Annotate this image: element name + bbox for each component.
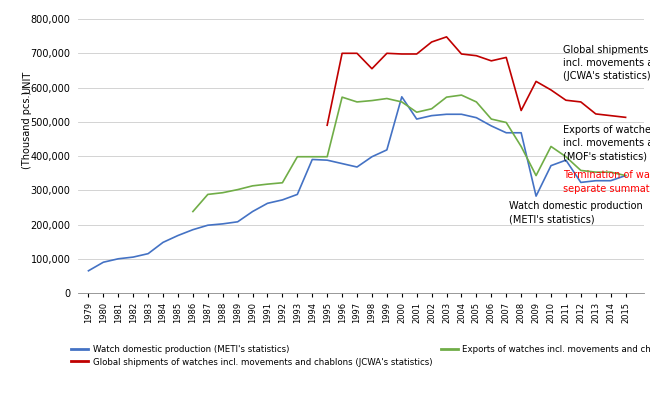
Exports of watches incl. movements and chablons (MOF's statistics) — [502, 120, 510, 125]
Global shipments of watches incl. movements and chablons (JCWA's statistics) — [458, 52, 465, 57]
Global shipments of watches incl. movements and chablons (JCWA's statistics) — [621, 115, 629, 120]
Watch domestic production (METI's statistics) — [488, 123, 495, 128]
Exports of watches incl. movements and chablons (MOF's statistics) — [517, 144, 525, 149]
Watch domestic production (METI's statistics) — [144, 251, 152, 256]
Exports of watches incl. movements and chablons (MOF's statistics) — [219, 190, 227, 195]
Watch domestic production (METI's statistics) — [428, 113, 436, 118]
Watch domestic production (METI's statistics) — [129, 255, 137, 260]
Watch domestic production (METI's statistics) — [219, 221, 227, 226]
Watch domestic production (METI's statistics) — [577, 180, 585, 185]
Global shipments of watches incl. movements and chablons (JCWA's statistics) — [368, 66, 376, 71]
Global shipments of watches incl. movements and chablons (JCWA's statistics) — [338, 51, 346, 56]
Watch domestic production (METI's statistics) — [458, 112, 465, 117]
Watch domestic production (METI's statistics) — [84, 268, 92, 273]
Watch domestic production (METI's statistics) — [323, 158, 331, 163]
Watch domestic production (METI's statistics) — [174, 233, 182, 238]
Watch domestic production (METI's statistics) — [114, 256, 122, 261]
Exports of watches incl. movements and chablons (MOF's statistics) — [532, 173, 540, 178]
Exports of watches incl. movements and chablons (MOF's statistics) — [338, 95, 346, 100]
Text: Termination of watch and clock
separate summation: Termination of watch and clock separate … — [563, 171, 650, 194]
Exports of watches incl. movements and chablons (MOF's statistics) — [621, 173, 629, 178]
Global shipments of watches incl. movements and chablons (JCWA's statistics) — [547, 88, 555, 92]
Exports of watches incl. movements and chablons (MOF's statistics) — [547, 144, 555, 149]
Watch domestic production (METI's statistics) — [502, 130, 510, 135]
Watch domestic production (METI's statistics) — [532, 194, 540, 199]
Watch domestic production (METI's statistics) — [204, 223, 212, 228]
Watch domestic production (METI's statistics) — [606, 178, 614, 183]
Exports of watches incl. movements and chablons (MOF's statistics) — [353, 99, 361, 104]
Exports of watches incl. movements and chablons (MOF's statistics) — [443, 95, 450, 100]
Line: Watch domestic production (METI's statistics): Watch domestic production (METI's statis… — [88, 97, 625, 271]
Exports of watches incl. movements and chablons (MOF's statistics) — [562, 154, 570, 159]
Watch domestic production (METI's statistics) — [368, 154, 376, 159]
Global shipments of watches incl. movements and chablons (JCWA's statistics) — [383, 51, 391, 56]
Exports of watches incl. movements and chablons (MOF's statistics) — [308, 154, 316, 159]
Watch domestic production (METI's statistics) — [592, 178, 600, 183]
Watch domestic production (METI's statistics) — [353, 164, 361, 169]
Exports of watches incl. movements and chablons (MOF's statistics) — [577, 168, 585, 173]
Global shipments of watches incl. movements and chablons (JCWA's statistics) — [577, 99, 585, 104]
Watch domestic production (METI's statistics) — [308, 157, 316, 162]
Watch domestic production (METI's statistics) — [383, 147, 391, 152]
Global shipments of watches incl. movements and chablons (JCWA's statistics) — [592, 112, 600, 116]
Exports of watches incl. movements and chablons (MOF's statistics) — [189, 209, 197, 214]
Text: UNIT: UNIT — [22, 71, 32, 94]
Exports of watches incl. movements and chablons (MOF's statistics) — [458, 93, 465, 98]
Global shipments of watches incl. movements and chablons (JCWA's statistics) — [353, 51, 361, 56]
Exports of watches incl. movements and chablons (MOF's statistics) — [428, 106, 436, 111]
Global shipments of watches incl. movements and chablons (JCWA's statistics) — [562, 98, 570, 103]
Exports of watches incl. movements and chablons (MOF's statistics) — [234, 187, 242, 192]
Watch domestic production (METI's statistics) — [547, 163, 555, 168]
Watch domestic production (METI's statistics) — [413, 117, 421, 122]
Watch domestic production (METI's statistics) — [338, 161, 346, 166]
Exports of watches incl. movements and chablons (MOF's statistics) — [473, 99, 480, 104]
Global shipments of watches incl. movements and chablons (JCWA's statistics) — [488, 58, 495, 63]
Line: Global shipments of watches incl. movements and chablons (JCWA's statistics): Global shipments of watches incl. moveme… — [327, 37, 625, 125]
Exports of watches incl. movements and chablons (MOF's statistics) — [592, 170, 600, 175]
Watch domestic production (METI's statistics) — [621, 173, 629, 178]
Global shipments of watches incl. movements and chablons (JCWA's statistics) — [443, 35, 450, 39]
Exports of watches incl. movements and chablons (MOF's statistics) — [323, 154, 331, 159]
Exports of watches incl. movements and chablons (MOF's statistics) — [413, 110, 421, 115]
Exports of watches incl. movements and chablons (MOF's statistics) — [293, 154, 301, 159]
Text: Watch domestic production
(METI's statistics): Watch domestic production (METI's statis… — [509, 201, 643, 224]
Watch domestic production (METI's statistics) — [517, 130, 525, 135]
Watch domestic production (METI's statistics) — [264, 201, 272, 206]
Watch domestic production (METI's statistics) — [293, 192, 301, 197]
Global shipments of watches incl. movements and chablons (JCWA's statistics) — [398, 52, 406, 57]
Exports of watches incl. movements and chablons (MOF's statistics) — [204, 192, 212, 197]
Exports of watches incl. movements and chablons (MOF's statistics) — [606, 170, 614, 175]
Exports of watches incl. movements and chablons (MOF's statistics) — [249, 184, 257, 188]
Watch domestic production (METI's statistics) — [234, 219, 242, 224]
Watch domestic production (METI's statistics) — [473, 115, 480, 120]
Watch domestic production (METI's statistics) — [189, 227, 197, 232]
Global shipments of watches incl. movements and chablons (JCWA's statistics) — [323, 123, 331, 128]
Exports of watches incl. movements and chablons (MOF's statistics) — [488, 117, 495, 122]
Line: Exports of watches incl. movements and chablons (MOF's statistics): Exports of watches incl. movements and c… — [193, 95, 625, 212]
Watch domestic production (METI's statistics) — [443, 112, 450, 117]
Global shipments of watches incl. movements and chablons (JCWA's statistics) — [606, 113, 614, 118]
Watch domestic production (METI's statistics) — [278, 197, 286, 202]
Watch domestic production (METI's statistics) — [249, 209, 257, 214]
Exports of watches incl. movements and chablons (MOF's statistics) — [278, 180, 286, 185]
Text: Exports of watches
incl. movements and chablons
(MOF's statistics): Exports of watches incl. movements and c… — [563, 125, 650, 162]
Text: (Thousand pcs.): (Thousand pcs.) — [22, 91, 32, 169]
Global shipments of watches incl. movements and chablons (JCWA's statistics) — [517, 108, 525, 113]
Exports of watches incl. movements and chablons (MOF's statistics) — [368, 98, 376, 103]
Watch domestic production (METI's statistics) — [159, 240, 167, 245]
Legend: Watch domestic production (METI's statistics), Global shipments of watches incl.: Watch domestic production (METI's statis… — [71, 345, 650, 367]
Watch domestic production (METI's statistics) — [398, 94, 406, 99]
Watch domestic production (METI's statistics) — [99, 260, 107, 265]
Global shipments of watches incl. movements and chablons (JCWA's statistics) — [532, 79, 540, 84]
Global shipments of watches incl. movements and chablons (JCWA's statistics) — [413, 52, 421, 57]
Global shipments of watches incl. movements and chablons (JCWA's statistics) — [473, 53, 480, 58]
Watch domestic production (METI's statistics) — [562, 158, 570, 163]
Exports of watches incl. movements and chablons (MOF's statistics) — [264, 182, 272, 186]
Text: Global shipments of watches
incl. movements and chablons
(JCWA's statistics): Global shipments of watches incl. moveme… — [563, 45, 650, 81]
Exports of watches incl. movements and chablons (MOF's statistics) — [398, 99, 406, 104]
Global shipments of watches incl. movements and chablons (JCWA's statistics) — [502, 55, 510, 60]
Global shipments of watches incl. movements and chablons (JCWA's statistics) — [428, 39, 436, 44]
Exports of watches incl. movements and chablons (MOF's statistics) — [383, 96, 391, 101]
